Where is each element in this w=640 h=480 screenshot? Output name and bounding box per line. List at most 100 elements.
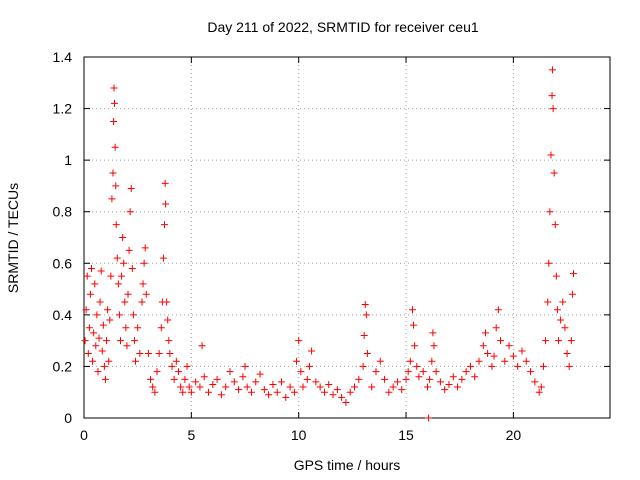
data-point <box>112 221 120 229</box>
data-point <box>105 357 113 365</box>
data-point <box>297 368 305 376</box>
data-point <box>94 368 102 376</box>
tick-labels: 0 5 10 15 20 0 0.2 0.4 0.6 0.8 1 1.2 1.4 <box>53 49 522 443</box>
data-point <box>110 84 118 92</box>
data-point <box>81 337 89 345</box>
data-point <box>140 259 148 267</box>
data-point <box>501 357 509 365</box>
data-point <box>413 362 421 370</box>
data-point <box>151 388 159 396</box>
data-point <box>552 272 560 280</box>
data-point <box>260 386 268 394</box>
data-point <box>537 383 545 391</box>
data-point <box>355 375 363 383</box>
y-tick-label: 0.2 <box>53 358 73 374</box>
plot-frame <box>83 56 611 419</box>
data-point <box>247 388 255 396</box>
grid-lines <box>84 57 610 418</box>
y-tick-label: 0.4 <box>53 307 73 323</box>
x-axis-label: GPS time / hours <box>294 457 401 473</box>
data-point <box>134 324 142 332</box>
data-point <box>299 383 307 391</box>
y-tick-label: 0.8 <box>53 204 73 220</box>
data-point <box>563 350 571 358</box>
data-point <box>177 383 185 391</box>
data-point <box>129 311 137 319</box>
data-point <box>142 290 150 298</box>
data-point <box>136 350 144 358</box>
data-point <box>149 383 157 391</box>
data-point <box>346 388 354 396</box>
data-point <box>428 357 436 365</box>
data-point <box>518 347 526 355</box>
data-point <box>132 357 140 365</box>
data-point <box>559 298 567 306</box>
data-point <box>441 386 449 394</box>
data-point <box>144 350 152 358</box>
data-point <box>243 383 251 391</box>
data-point <box>565 362 573 370</box>
data-point <box>338 393 346 401</box>
data-point <box>141 244 149 252</box>
data-point <box>546 208 554 216</box>
data-point <box>363 350 371 358</box>
data-point <box>120 259 128 267</box>
data-point <box>484 350 492 358</box>
data-point <box>479 342 487 350</box>
data-point <box>494 306 502 314</box>
data-point <box>411 342 419 350</box>
y-tick-label: 1.2 <box>53 101 73 117</box>
data-point <box>166 350 174 358</box>
data-point <box>549 105 557 113</box>
data-point <box>333 386 341 394</box>
data-point <box>471 373 479 381</box>
data-point <box>108 195 116 203</box>
data-point <box>162 200 170 208</box>
data-point <box>241 362 249 370</box>
data-point <box>222 383 230 391</box>
data-point <box>293 357 301 365</box>
data-point <box>362 311 370 319</box>
data-point <box>185 383 193 391</box>
data-point <box>226 368 234 376</box>
data-point <box>376 357 384 365</box>
data-point <box>192 378 200 386</box>
data-point <box>127 185 135 193</box>
data-point <box>235 386 243 394</box>
data-point <box>179 388 187 396</box>
data-point <box>497 337 505 345</box>
data-point <box>153 368 161 376</box>
data-point <box>230 378 238 386</box>
data-point <box>545 259 553 267</box>
data-point <box>361 301 369 309</box>
data-point <box>308 347 316 355</box>
data-point <box>138 298 146 306</box>
data-point <box>426 375 434 383</box>
data-point <box>122 324 130 332</box>
data-point <box>360 331 368 339</box>
data-point <box>544 298 552 306</box>
data-point <box>82 306 90 314</box>
data-point <box>475 357 483 365</box>
data-point <box>93 311 101 319</box>
data-point <box>200 373 208 381</box>
data-point <box>111 143 119 151</box>
data-point <box>429 329 437 337</box>
data-point <box>522 357 530 365</box>
data-point <box>398 386 406 394</box>
data-point <box>404 368 412 376</box>
data-point <box>567 337 575 345</box>
data-point <box>124 290 132 298</box>
data-point <box>490 352 498 360</box>
data-point <box>95 334 103 342</box>
data-point <box>273 388 281 396</box>
data-point <box>351 383 359 391</box>
data-point <box>161 221 169 229</box>
data-point <box>110 99 118 107</box>
data-point <box>554 337 562 345</box>
data-point <box>368 383 376 391</box>
data-point <box>551 221 559 229</box>
data-point <box>88 264 96 272</box>
data-point <box>103 337 111 345</box>
data-point <box>187 388 195 396</box>
